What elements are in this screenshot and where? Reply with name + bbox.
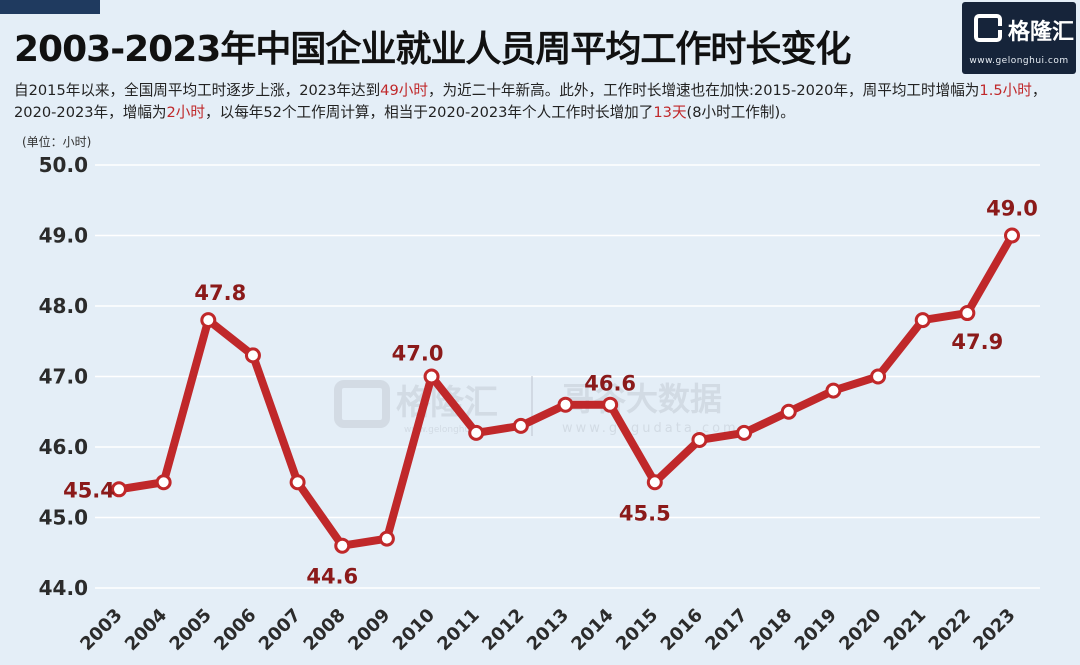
x-tick-label: 2003: [76, 605, 126, 655]
data-label: 45.5: [619, 501, 671, 525]
x-tick-label: 2021: [880, 605, 930, 655]
unit-label: (单位：小时): [22, 135, 92, 149]
x-tick-label: 2005: [166, 605, 216, 655]
data-label: 47.8: [194, 281, 246, 305]
data-point: [959, 305, 976, 322]
data-point: [111, 481, 127, 498]
desc-part-4: ，以每年52个工作周计算，相当于2020-2023年个人工作时长增加了: [205, 104, 654, 121]
data-point: [557, 396, 574, 413]
x-tick-label: 2009: [344, 605, 394, 655]
x-tick-label: 2017: [701, 605, 751, 655]
x-tick-label: 2022: [925, 605, 975, 655]
watermark: 格隆汇 www.gelonghui.com 哥谷大数据 www.gogudata…: [334, 376, 739, 436]
data-point: [200, 312, 217, 329]
x-tick-label: 2008: [300, 605, 350, 655]
x-tick-label: 2019: [791, 605, 841, 655]
x-tick-label: 2012: [478, 605, 528, 655]
series-points: [111, 227, 1020, 554]
data-point: [691, 431, 708, 448]
x-axis-ticks: 2003200420052006200720082009201020112012…: [76, 605, 1019, 655]
y-tick-label: 48.0: [39, 294, 88, 318]
chart-description: 自2015年以来，全国周平均工时逐步上涨，2023年达到49小时，为近二十年新高…: [14, 80, 1074, 124]
data-label: 47.9: [951, 330, 1003, 354]
x-tick-label: 2007: [255, 605, 305, 655]
grid-lines: [95, 164, 1040, 589]
data-label: 47.0: [392, 342, 444, 366]
y-tick-label: 44.0: [39, 576, 88, 600]
data-point: [512, 417, 529, 434]
data-point: [289, 474, 306, 491]
y-tick-label: 47.0: [39, 365, 88, 389]
watermark-divider: [531, 376, 533, 436]
data-point: [1004, 227, 1020, 244]
data-label: 46.6: [584, 372, 636, 396]
watermark-brand: 格隆汇: [396, 383, 498, 423]
data-point: [468, 424, 485, 441]
data-point: [870, 368, 887, 385]
data-point: [155, 474, 172, 491]
data-point: [602, 396, 619, 413]
desc-part-2: ，为近二十年新高。此外，工作时长增速也在加快:2015-2020年，周平均工时增…: [427, 82, 980, 99]
x-tick-label: 2013: [523, 605, 573, 655]
y-tick-label: 49.0: [39, 224, 88, 248]
y-tick-label: 45.0: [39, 506, 88, 530]
data-point: [914, 312, 931, 329]
watermark-partner-url: www.gogudata.com: [562, 421, 739, 436]
data-point: [825, 382, 842, 399]
data-point: [244, 347, 261, 364]
desc-part-3: ，2020-2023年，增幅为: [14, 82, 1047, 121]
page-title: 2003-2023年中国企业就业人员周平均工作时长变化: [14, 29, 851, 70]
x-tick-label: 2016: [657, 605, 707, 655]
logo-name: 格隆汇: [1008, 20, 1075, 45]
x-tick-label: 2023: [969, 605, 1019, 655]
watermark-g-icon: [334, 380, 390, 428]
desc-part-1: 自2015年以来，全国周平均工时逐步上涨，2023年达到: [14, 82, 381, 99]
data-label: 44.6: [306, 565, 358, 589]
data-point: [378, 530, 395, 547]
top-accent-bar: [0, 0, 100, 14]
brand-logo: 格隆汇 www.gelonghui.com: [962, 2, 1076, 74]
logo-url: www.gelonghui.com: [969, 56, 1069, 66]
data-labels: 45.4 47.8 44.6 47.0 46.6 45.5 47.9 49.0: [63, 197, 1038, 589]
x-tick-label: 2020: [835, 605, 885, 655]
data-point: [423, 368, 440, 385]
y-tick-label: 50.0: [39, 153, 88, 177]
desc-highlight-increase-1: 1.5小时: [979, 82, 1032, 99]
y-axis-ticks: 44.0 45.0 46.0 47.0 48.0 49.0 50.0: [39, 153, 88, 600]
x-tick-label: 2014: [567, 605, 617, 655]
data-point: [736, 424, 753, 441]
watermark-brand-url: www.gelonghui.com: [404, 425, 495, 435]
x-tick-label: 2015: [612, 605, 662, 655]
x-tick-label: 2018: [746, 605, 796, 655]
desc-part-5: (8小时工作制)。: [686, 104, 795, 121]
data-label: 45.4: [63, 478, 115, 502]
x-tick-label: 2011: [433, 605, 483, 655]
data-label: 49.0: [986, 197, 1038, 221]
data-point: [334, 537, 351, 554]
desc-highlight-hours: 49小时: [380, 82, 428, 99]
data-point: [646, 474, 663, 491]
watermark-partner: 哥谷大数据: [562, 380, 722, 418]
desc-highlight-increase-2: 2小时: [166, 104, 205, 121]
data-point: [780, 403, 797, 420]
x-tick-label: 2004: [121, 605, 171, 655]
x-tick-label: 2010: [389, 605, 439, 655]
x-tick-label: 2006: [210, 605, 260, 655]
y-tick-label: 46.0: [39, 435, 88, 459]
desc-highlight-days: 13天: [653, 104, 687, 121]
g-logo-icon: [974, 14, 1002, 42]
